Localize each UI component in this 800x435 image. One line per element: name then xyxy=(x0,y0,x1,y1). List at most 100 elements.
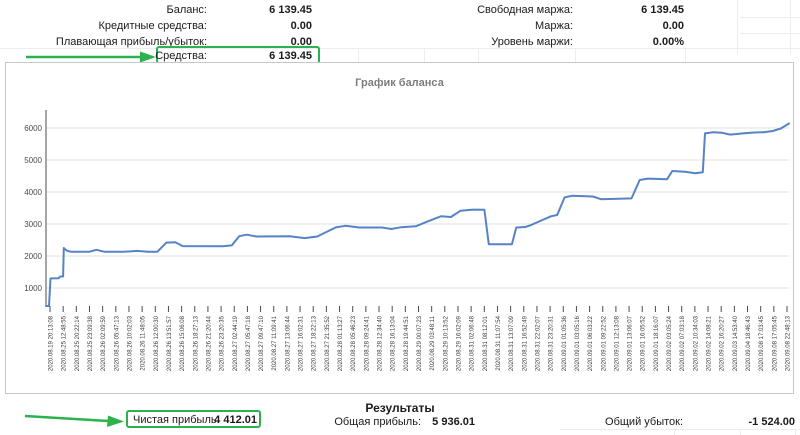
svg-text:2020.08.31 11:07:54: 2020.08.31 11:07:54 xyxy=(496,315,502,370)
svg-text:2020.09.02 03:05:24: 2020.09.02 03:05:24 xyxy=(667,315,673,371)
svg-text:2020.08.27 21:35:52: 2020.08.27 21:35:52 xyxy=(325,315,331,371)
gross-profit-value: 5 936.01 xyxy=(432,416,475,428)
svg-text:2020.09.08 17:03:45: 2020.09.08 17:03:45 xyxy=(759,315,765,371)
table-gridline xyxy=(737,0,738,55)
table-gridline xyxy=(358,48,359,62)
svg-text:2020.08.27 18:22:13: 2020.08.27 18:22:13 xyxy=(312,315,318,371)
svg-text:2020.08.28 01:13:27: 2020.08.28 01:13:27 xyxy=(338,315,344,371)
margin-level-label: Уровень маржи: xyxy=(491,36,573,48)
equity-label: Средства: xyxy=(155,50,207,62)
free-margin-value: 6 139.45 xyxy=(641,4,684,16)
svg-text:1000: 1000 xyxy=(24,284,42,293)
credit-label: Кредитные средства: xyxy=(98,20,207,32)
balance-chart-panel: График баланса 1000 2000 3000 4000 5000 6000 2… xyxy=(5,62,794,394)
balance-line-chart: 1000 2000 3000 4000 5000 6000 2020.08.19 20:13… xyxy=(24,110,792,371)
svg-text:2020.08.27 02:44:19: 2020.08.27 02:44:19 xyxy=(233,315,239,371)
free-margin-label: Свободная маржа: xyxy=(477,4,573,16)
svg-text:2020.09.01 06:03:22: 2020.09.01 06:03:22 xyxy=(588,315,594,371)
balance-line xyxy=(45,122,790,307)
svg-text:2020.08.27 05:47:18: 2020.08.27 05:47:18 xyxy=(246,315,252,371)
table-gridline xyxy=(0,48,800,49)
svg-text:2020.09.02 10:34:03: 2020.09.02 10:34:03 xyxy=(693,315,699,371)
green-arrow-net-profit-icon xyxy=(24,414,124,427)
svg-text:2020.09.08 22:48:13: 2020.09.08 22:48:13 xyxy=(786,315,792,371)
balance-label: Баланс: xyxy=(166,4,207,16)
svg-text:2020.08.31 13:07:09: 2020.08.31 13:07:09 xyxy=(509,315,515,371)
svg-text:2020.08.28 09:24:41: 2020.08.28 09:24:41 xyxy=(364,315,370,371)
net-profit-value: 4 412.01 xyxy=(214,414,257,426)
credit-value: 0.00 xyxy=(290,20,312,32)
svg-text:4000: 4000 xyxy=(24,188,42,197)
results-title: Результаты xyxy=(365,401,435,415)
svg-text:2020.08.26 13:51:57: 2020.08.26 13:51:57 xyxy=(167,315,173,371)
margin-value: 0.00 xyxy=(662,20,684,32)
svg-text:2020.09.01 09:22:52: 2020.09.01 09:22:52 xyxy=(601,315,607,371)
svg-text:2020.08.26 23:20:35: 2020.08.26 23:20:35 xyxy=(220,315,226,371)
svg-text:2020.08.28 12:34:40: 2020.08.28 12:34:40 xyxy=(378,315,384,371)
svg-text:2020.09.02 16:20:27: 2020.09.02 16:20:27 xyxy=(720,315,726,371)
gross-profit-label: Общая прибыль: xyxy=(334,416,421,428)
svg-text:2020.09.02 14:08:21: 2020.09.02 14:08:21 xyxy=(707,315,713,371)
svg-text:2020.08.29 03:48:11: 2020.08.29 03:48:11 xyxy=(430,315,436,370)
svg-text:2020.08.31 22:02:07: 2020.08.31 22:02:07 xyxy=(535,315,541,371)
svg-text:2020.08.31 23:20:31: 2020.08.31 23:20:31 xyxy=(549,315,555,371)
svg-text:2020.09.01 16:05:52: 2020.09.01 16:05:52 xyxy=(641,315,647,371)
table-gridline xyxy=(575,48,576,62)
table-gridline xyxy=(424,48,425,62)
svg-text:2020.08.27 16:02:31: 2020.08.27 16:02:31 xyxy=(299,315,305,371)
svg-text:2000: 2000 xyxy=(24,252,42,261)
svg-text:2020.08.26 02:09:59: 2020.08.26 02:09:59 xyxy=(101,315,107,371)
svg-text:2020.09.03 14:53:40: 2020.09.03 14:53:40 xyxy=(733,315,739,371)
svg-text:2020.08.29 00:07:23: 2020.08.29 00:07:23 xyxy=(417,315,423,371)
gross-loss-value: -1 524.00 xyxy=(748,416,795,428)
table-gridline xyxy=(685,48,686,62)
svg-text:2020.08.28 19:44:51: 2020.08.28 19:44:51 xyxy=(404,315,410,371)
table-gridline xyxy=(740,429,741,435)
svg-text:2020.08.26 10:02:03: 2020.08.26 10:02:03 xyxy=(127,315,133,371)
svg-text:2020.08.31 16:52:49: 2020.08.31 16:52:49 xyxy=(522,315,528,371)
svg-text:2020.08.25 23:09:38: 2020.08.25 23:09:38 xyxy=(88,315,94,371)
net-profit-highlight-box xyxy=(126,410,261,428)
table-gridline xyxy=(795,429,796,435)
svg-text:2020.08.27 13:06:44: 2020.08.27 13:06:44 xyxy=(285,315,291,371)
chart-title: График баланса xyxy=(355,77,444,89)
svg-text:2020.08.25 20:22:14: 2020.08.25 20:22:14 xyxy=(75,315,81,371)
floating-pl-label: Плавающая прибыль/убыток: xyxy=(55,36,207,48)
svg-text:2020.09.01 01:05:36: 2020.09.01 01:05:36 xyxy=(562,315,568,371)
svg-text:2020.09.01 13:06:07: 2020.09.01 13:06:07 xyxy=(628,315,634,371)
svg-text:2020.09.01 12:13:08: 2020.09.01 12:13:08 xyxy=(614,315,620,371)
svg-text:2020.09.01 18:16:07: 2020.09.01 18:16:07 xyxy=(654,315,660,371)
svg-text:6000: 6000 xyxy=(24,124,42,133)
gross-loss-label: Общий убыток: xyxy=(605,416,683,428)
svg-text:2020.09.04 18:46:43: 2020.09.04 18:46:43 xyxy=(746,315,752,371)
svg-text:2020.08.25 12:48:55: 2020.08.25 12:48:55 xyxy=(62,315,68,371)
table-gridline xyxy=(740,17,800,18)
table-gridline xyxy=(674,429,675,435)
table-gridline xyxy=(740,33,800,34)
svg-text:2020.08.26 15:06:08: 2020.08.26 15:06:08 xyxy=(180,315,186,371)
balance-value: 6 139.45 xyxy=(269,4,312,16)
svg-text:2020.09.01 03:05:16: 2020.09.01 03:05:16 xyxy=(575,315,581,371)
svg-text:2020.09.08 17:05:45: 2020.09.08 17:05:45 xyxy=(772,315,778,371)
svg-text:2020.08.26 18:27:13: 2020.08.26 18:27:13 xyxy=(193,315,199,371)
table-gridline xyxy=(560,429,800,430)
svg-text:2020.08.29 16:02:09: 2020.08.29 16:02:09 xyxy=(456,315,462,371)
svg-text:2020.08.28 05:46:23: 2020.08.28 05:46:23 xyxy=(351,315,357,371)
table-gridline xyxy=(478,48,479,62)
green-arrow-equity-icon xyxy=(26,51,156,63)
svg-text:2020.08.28 16:13:04: 2020.08.28 16:13:04 xyxy=(391,315,397,371)
table-gridline xyxy=(790,0,791,55)
net-profit-label: Чистая прибыль: xyxy=(133,414,220,426)
svg-text:2020.08.26 12:00:30: 2020.08.26 12:00:30 xyxy=(154,315,160,371)
equity-value: 6 139.45 xyxy=(269,50,312,62)
svg-text:2020.09.02 07:03:18: 2020.09.02 07:03:18 xyxy=(680,315,686,371)
svg-text:3000: 3000 xyxy=(24,220,42,229)
svg-text:2020.08.31 08:12:01: 2020.08.31 08:12:01 xyxy=(483,315,489,371)
svg-text:2020.08.26 21:20:44: 2020.08.26 21:20:44 xyxy=(206,315,212,371)
svg-text:5000: 5000 xyxy=(24,156,42,165)
margin-label: Маржа: xyxy=(534,20,573,32)
svg-text:2020.08.26 11:48:05: 2020.08.26 11:48:05 xyxy=(141,315,147,370)
svg-text:2020.08.19 20:13:08: 2020.08.19 20:13:08 xyxy=(49,315,55,371)
svg-text:2020.08.31 02:06:48: 2020.08.31 02:06:48 xyxy=(470,315,476,371)
svg-text:2020.08.29 10:13:52: 2020.08.29 10:13:52 xyxy=(443,315,449,371)
